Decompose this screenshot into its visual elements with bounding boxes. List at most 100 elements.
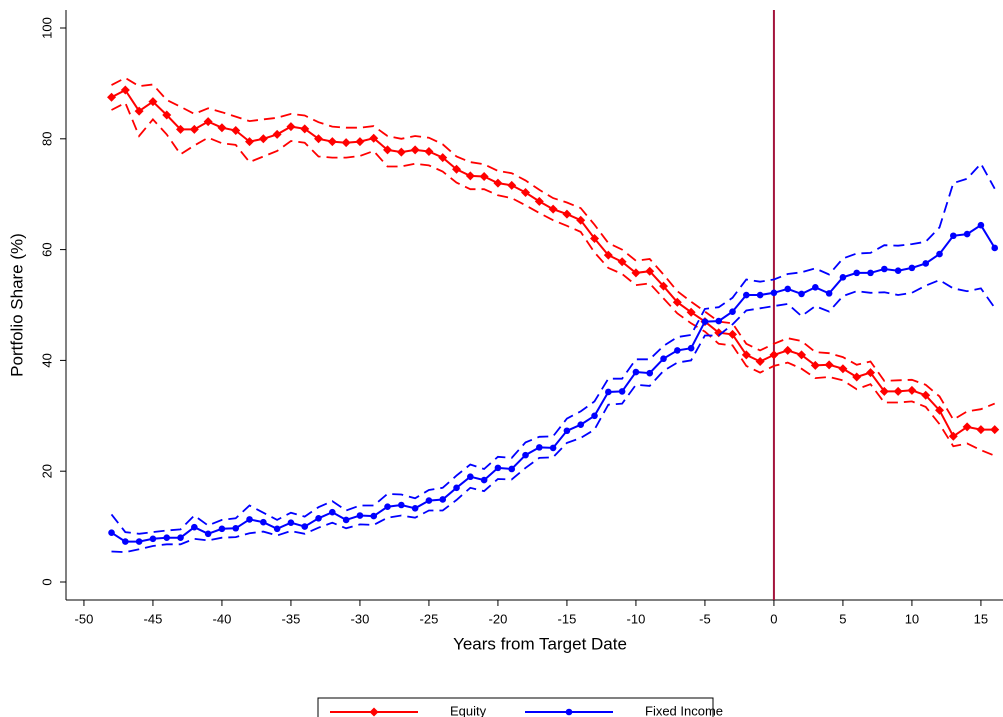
x-tick-label: -20: [489, 611, 508, 626]
data-point: [384, 503, 391, 510]
x-tick-label: -50: [75, 611, 94, 626]
data-point: [755, 357, 765, 367]
data-point: [881, 265, 888, 273]
data-point: [921, 390, 931, 400]
y-tick-label: 0: [39, 578, 54, 585]
data-point: [867, 269, 874, 277]
x-tick-label: -10: [627, 611, 646, 626]
data-point: [825, 290, 833, 297]
data-point: [176, 124, 186, 134]
data-point: [715, 317, 723, 325]
data-point: [784, 285, 792, 293]
series-line: [111, 88, 995, 438]
data-point: [936, 250, 943, 258]
data-point: [853, 269, 861, 277]
data-point: [659, 281, 669, 291]
data-point: [314, 134, 324, 144]
data-point: [907, 385, 917, 395]
data-point: [674, 347, 681, 354]
data-point: [135, 538, 143, 545]
data-point: [204, 530, 212, 538]
data-point: [507, 180, 517, 190]
data-point: [617, 257, 627, 267]
data-point: [908, 264, 916, 272]
data-point: [232, 524, 240, 532]
x-tick-label: -45: [144, 611, 163, 626]
data-point: [769, 350, 779, 360]
data-point: [576, 215, 586, 225]
data-point: [245, 137, 255, 147]
data-point: [369, 133, 379, 143]
data-point: [549, 444, 557, 452]
data-point: [467, 473, 474, 481]
data-point: [563, 427, 571, 435]
x-axis-title: Years from Target Date: [453, 634, 627, 653]
data-point: [438, 153, 448, 163]
data-point: [646, 369, 654, 377]
confidence-band: [111, 76, 996, 421]
data-point: [605, 388, 612, 396]
data-point: [839, 274, 847, 281]
data-point: [218, 525, 226, 533]
data-point: [258, 134, 268, 144]
data-point: [660, 355, 667, 363]
data-point: [686, 307, 696, 317]
data-point: [439, 496, 447, 503]
legend-label: Equity: [450, 703, 487, 717]
data-point: [273, 525, 281, 533]
data-point: [396, 147, 406, 157]
confidence-band: [110, 162, 996, 535]
data-point: [508, 465, 516, 473]
data-point: [770, 289, 778, 297]
data-point: [398, 501, 405, 509]
data-point: [108, 529, 115, 536]
y-axis-title: Portfolio Share (%): [7, 233, 26, 377]
data-point: [632, 368, 640, 376]
confidence-band: [111, 279, 996, 554]
data-point: [991, 244, 999, 252]
legend-marker: [369, 707, 379, 717]
x-tick-label: -25: [420, 611, 439, 626]
data-point: [852, 372, 862, 382]
data-point: [452, 164, 462, 174]
data-point: [824, 360, 834, 370]
data-point: [714, 328, 724, 338]
data-point: [591, 412, 598, 420]
data-point: [301, 523, 309, 530]
data-point: [783, 345, 793, 355]
data-point: [411, 505, 419, 512]
x-tick-label: -40: [213, 611, 232, 626]
data-point: [893, 386, 903, 396]
data-point: [536, 444, 543, 451]
data-point: [203, 117, 213, 127]
data-point: [672, 297, 682, 307]
data-point: [341, 138, 351, 148]
data-point: [191, 523, 198, 531]
data-point: [798, 290, 805, 298]
data-point: [327, 137, 337, 147]
data-point: [962, 422, 972, 432]
data-point: [260, 518, 267, 526]
data-point: [577, 421, 585, 428]
data-point: [425, 497, 433, 504]
data-point: [522, 451, 529, 459]
data-point: [838, 364, 848, 374]
data-point: [189, 124, 199, 134]
data-point: [287, 519, 295, 527]
data-point: [879, 386, 889, 396]
data-point: [134, 106, 144, 116]
data-point: [494, 464, 502, 472]
x-tick-label: -5: [699, 611, 711, 626]
data-point: [329, 508, 336, 516]
y-tick-label: 80: [39, 132, 54, 146]
data-point: [977, 221, 985, 229]
data-point: [810, 360, 820, 370]
x-tick-label: 10: [905, 611, 919, 626]
x-tick-label: 15: [974, 611, 988, 626]
data-point: [729, 308, 736, 315]
data-point: [687, 344, 695, 352]
data-point: [990, 425, 1000, 435]
data-point: [922, 260, 930, 267]
data-point: [948, 431, 958, 441]
data-point: [562, 209, 572, 219]
